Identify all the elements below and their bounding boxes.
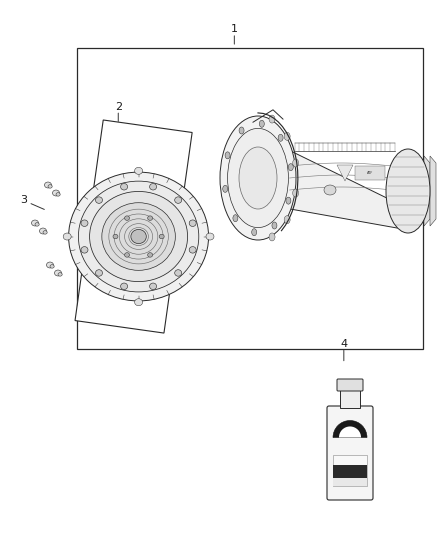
Polygon shape [430, 156, 436, 226]
Ellipse shape [220, 116, 296, 240]
Ellipse shape [63, 233, 71, 240]
Ellipse shape [124, 253, 130, 257]
Ellipse shape [95, 197, 102, 204]
Ellipse shape [134, 167, 143, 174]
Ellipse shape [233, 215, 238, 222]
Ellipse shape [324, 185, 336, 195]
Text: 1: 1 [231, 25, 238, 34]
Polygon shape [424, 156, 430, 226]
Bar [333, 465, 367, 478]
Bar [333, 478, 367, 486]
Ellipse shape [56, 192, 60, 196]
Ellipse shape [45, 182, 52, 188]
Ellipse shape [69, 172, 208, 301]
Ellipse shape [46, 262, 53, 268]
Ellipse shape [90, 191, 187, 281]
Text: 3: 3 [21, 195, 28, 205]
Polygon shape [285, 148, 415, 228]
Polygon shape [75, 120, 192, 333]
Ellipse shape [124, 216, 130, 220]
Text: 4: 4 [340, 339, 347, 349]
FancyBboxPatch shape [327, 406, 373, 500]
Wedge shape [333, 421, 367, 438]
Ellipse shape [81, 220, 88, 227]
Bar [333, 455, 367, 486]
Polygon shape [337, 165, 353, 181]
Ellipse shape [239, 127, 244, 134]
Ellipse shape [288, 164, 293, 171]
Ellipse shape [58, 273, 62, 276]
Ellipse shape [206, 233, 214, 240]
Ellipse shape [175, 270, 182, 276]
Ellipse shape [53, 190, 60, 196]
Ellipse shape [293, 159, 299, 167]
Ellipse shape [278, 134, 283, 141]
Text: ATF: ATF [367, 171, 373, 175]
Ellipse shape [35, 223, 39, 226]
Ellipse shape [102, 203, 175, 270]
Polygon shape [418, 156, 424, 226]
Ellipse shape [225, 152, 230, 159]
Ellipse shape [113, 235, 118, 239]
Ellipse shape [228, 128, 288, 228]
Ellipse shape [286, 197, 291, 204]
Ellipse shape [148, 253, 152, 257]
Ellipse shape [150, 283, 156, 289]
Ellipse shape [95, 270, 102, 276]
Ellipse shape [189, 220, 196, 227]
Ellipse shape [189, 247, 196, 253]
Ellipse shape [159, 235, 164, 239]
Ellipse shape [48, 184, 52, 188]
Ellipse shape [269, 233, 275, 241]
Ellipse shape [150, 183, 156, 190]
FancyBboxPatch shape [355, 166, 385, 180]
Ellipse shape [43, 231, 47, 234]
Ellipse shape [386, 149, 430, 233]
Ellipse shape [50, 265, 54, 268]
Ellipse shape [81, 247, 88, 253]
Wedge shape [339, 426, 361, 438]
Ellipse shape [32, 220, 39, 226]
Ellipse shape [78, 181, 199, 292]
Ellipse shape [259, 120, 264, 127]
Ellipse shape [284, 132, 290, 140]
Ellipse shape [269, 115, 275, 123]
Bar [340, 390, 360, 408]
Ellipse shape [175, 197, 182, 204]
Ellipse shape [239, 147, 277, 209]
Ellipse shape [39, 228, 46, 234]
Ellipse shape [131, 229, 146, 244]
Ellipse shape [134, 298, 143, 306]
Ellipse shape [284, 216, 290, 224]
Ellipse shape [54, 270, 61, 276]
Ellipse shape [148, 216, 152, 220]
Ellipse shape [223, 185, 228, 192]
Ellipse shape [120, 283, 127, 289]
Ellipse shape [252, 229, 257, 236]
Ellipse shape [120, 183, 127, 190]
FancyBboxPatch shape [337, 379, 363, 391]
Text: 2: 2 [115, 102, 122, 111]
Ellipse shape [272, 222, 277, 229]
Bar [77, 48, 423, 349]
Ellipse shape [293, 189, 299, 197]
